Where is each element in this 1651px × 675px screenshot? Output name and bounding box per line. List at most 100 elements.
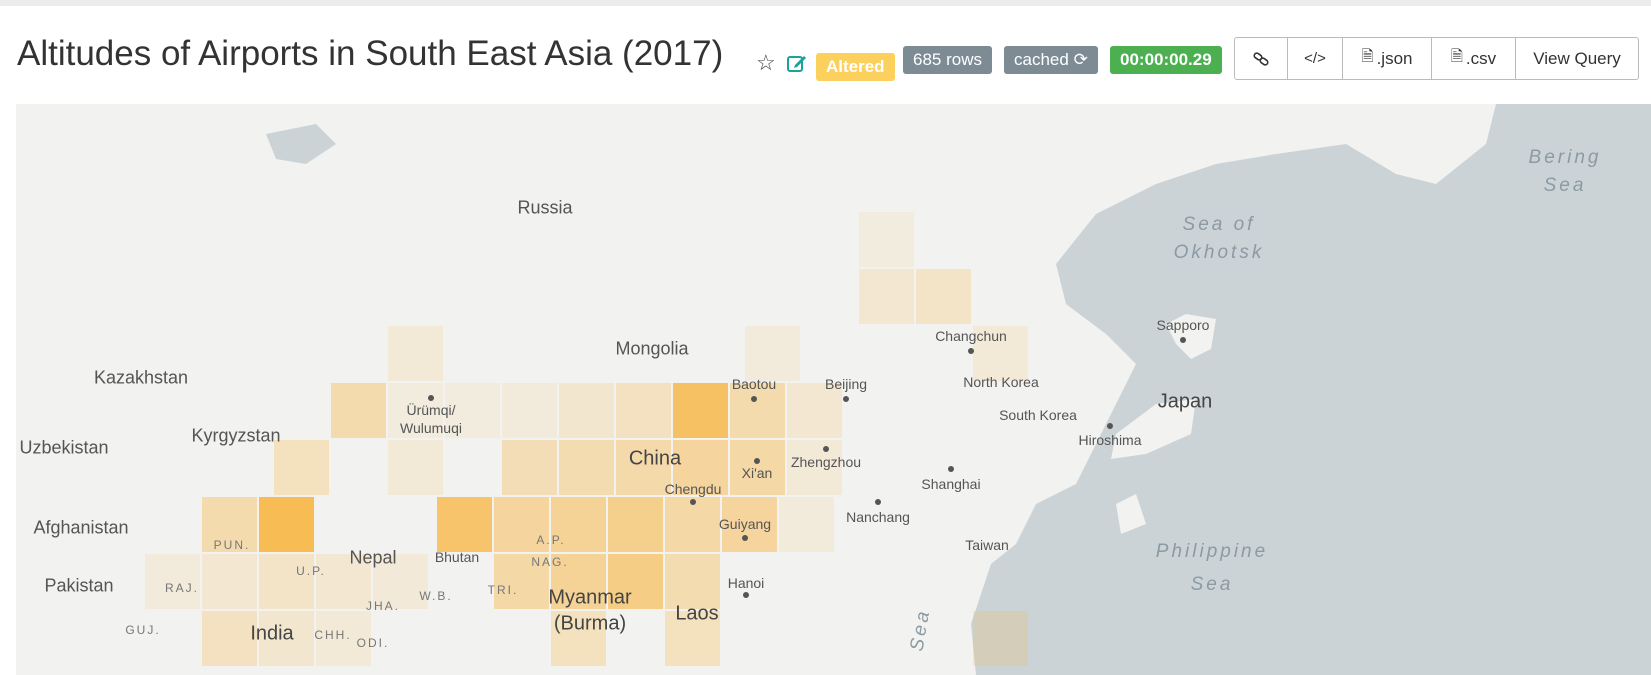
region-label: U.P. — [296, 564, 326, 578]
code-icon: </> — [1304, 50, 1326, 67]
rows-badge: 685 rows — [903, 46, 992, 74]
heat-cell — [916, 269, 971, 324]
country-label: Bhutan — [434, 549, 480, 565]
country-label: Russia — [517, 197, 573, 218]
edit-icon[interactable] — [786, 52, 808, 74]
city-label: Baotou — [731, 376, 777, 392]
kamchatka-shape — [1346, 104, 1496, 184]
city-label: Sapporo — [1156, 317, 1210, 333]
heat-cell — [973, 326, 1028, 381]
heat-cell — [316, 611, 371, 666]
country-label: India — [250, 622, 294, 645]
heat-cell — [730, 383, 785, 438]
cached-label: cached — [1014, 50, 1069, 69]
heat-cell — [665, 611, 720, 666]
heat-cell — [722, 497, 777, 552]
heat-cell — [665, 497, 720, 552]
country-label: North Korea — [963, 374, 1039, 390]
city-label: Xi'an — [741, 465, 773, 481]
export-toolbar: </> 🗎 .json 🗎 .csv View Query — [1234, 37, 1639, 80]
city-dot — [823, 446, 829, 452]
country-label: Kyrgyzstan — [191, 425, 281, 446]
altered-badge[interactable]: Altered — [816, 53, 895, 81]
heat-cell — [494, 497, 549, 552]
country-label: Afghanistan — [33, 517, 129, 538]
city-label: Ürümqi/ — [406, 402, 456, 418]
heat-cell — [388, 440, 443, 495]
city-dot — [875, 499, 881, 505]
country-label: Japan — [1157, 390, 1213, 413]
export-csv-button[interactable]: 🗎 .csv — [1432, 38, 1516, 79]
heat-cell — [202, 497, 257, 552]
file-code-icon: 🗎 — [1361, 48, 1374, 65]
heat-cell — [859, 212, 914, 267]
copy-link-button[interactable] — [1235, 38, 1288, 79]
heat-cell — [616, 440, 671, 495]
file-text-icon: 🗎 — [1450, 48, 1463, 65]
export-csv-label: .csv — [1465, 48, 1497, 68]
country-label: Mongolia — [615, 338, 689, 359]
heat-cell — [673, 383, 728, 438]
heat-cell — [259, 497, 314, 552]
heat-cell — [608, 497, 663, 552]
heat-cell — [445, 383, 500, 438]
link-icon — [1253, 51, 1269, 66]
star-icon[interactable]: ☆ — [756, 50, 776, 75]
export-json-label: .json — [1376, 48, 1413, 68]
country-label: Pakistan — [44, 575, 114, 596]
heat-cell — [494, 554, 549, 609]
city-dot — [1180, 337, 1186, 343]
sea-label: Sea — [1543, 175, 1587, 196]
city-dot — [948, 466, 954, 472]
country-label: Myanmar — [548, 586, 632, 609]
view-query-button[interactable]: View Query — [1533, 48, 1621, 68]
heat-cell — [551, 497, 606, 552]
city-dot — [690, 499, 696, 505]
top-strip — [0, 0, 1651, 6]
sea-label: Bering — [1528, 147, 1602, 168]
heat-cell — [316, 554, 371, 609]
city-label: Wulumuqi — [400, 420, 462, 436]
honshu-shape — [1111, 399, 1196, 459]
country-label: (Burma) — [553, 612, 627, 635]
region-label: NAG. — [531, 555, 569, 569]
chart-title: Altitudes of Airports in South East Asia… — [17, 34, 724, 73]
region-label: W.B. — [419, 589, 453, 603]
country-label: Nepal — [349, 547, 397, 568]
country-label: China — [628, 447, 682, 470]
heat-cell — [145, 554, 200, 609]
country-label: Taiwan — [965, 537, 1009, 553]
heat-cell — [437, 497, 492, 552]
heat-cell — [787, 440, 842, 495]
heat-cell — [973, 611, 1028, 666]
sea-label: Okhotsk — [1173, 242, 1265, 263]
heat-cell — [274, 440, 329, 495]
sea-label: Philippine — [1155, 541, 1269, 562]
heat-cell — [551, 554, 606, 609]
heat-cell — [745, 326, 800, 381]
city-label: Changchun — [935, 328, 1007, 344]
heat-cell — [202, 554, 257, 609]
city-label: Beijing — [824, 376, 868, 392]
chart-header: Altitudes of Airports in South East Asia… — [0, 6, 1651, 104]
heat-cell — [673, 440, 728, 495]
sea-label: Sea of — [1182, 214, 1256, 235]
region-label: PUN. — [213, 538, 251, 552]
heat-cell — [787, 383, 842, 438]
heat-cell — [665, 554, 720, 609]
heat-cell — [388, 326, 443, 381]
heat-cell — [559, 383, 614, 438]
cached-badge[interactable]: cached ⟳ — [1004, 46, 1098, 74]
refresh-icon[interactable]: ⟳ — [1073, 50, 1088, 69]
city-dot — [1107, 423, 1113, 429]
export-json-button[interactable]: 🗎 .json — [1343, 38, 1432, 79]
map-canvas[interactable]: Russia Mongolia Kazakhstan Kyrgyzstan Uz… — [16, 104, 1651, 675]
city-dot — [968, 348, 974, 354]
city-label: Chengdu — [664, 481, 722, 497]
embed-code-button[interactable]: </> — [1288, 38, 1343, 79]
region-label: RAJ. — [164, 581, 200, 595]
heat-cell — [259, 554, 314, 609]
heat-cell — [616, 383, 671, 438]
heat-cell — [730, 440, 785, 495]
country-label: Kazakhstan — [93, 367, 189, 388]
